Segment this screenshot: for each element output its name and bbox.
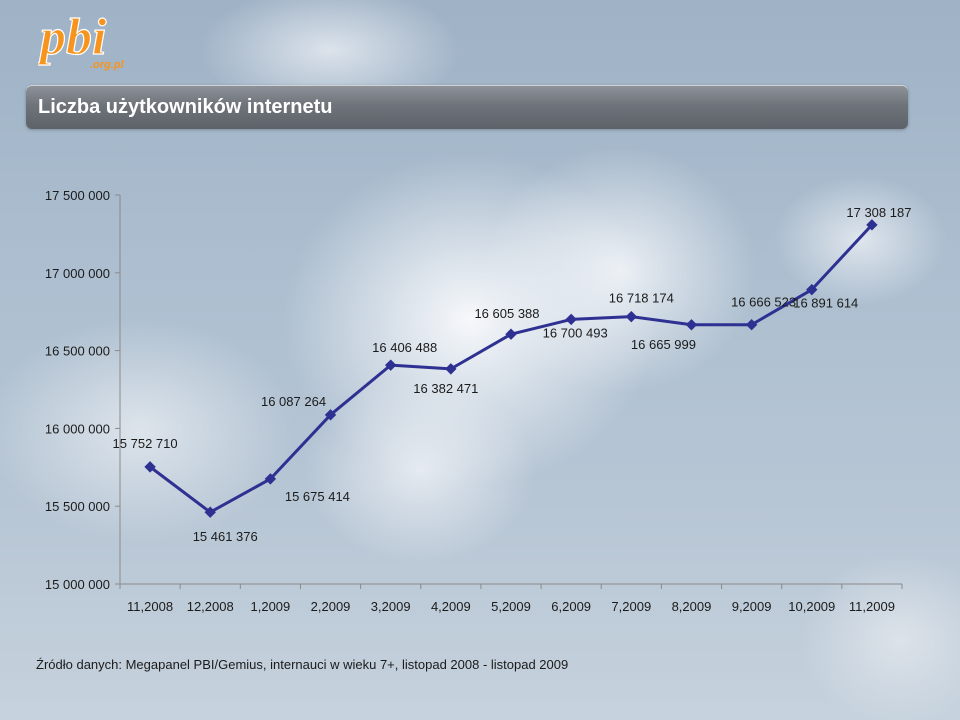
data-point	[685, 319, 698, 331]
data-point	[565, 313, 577, 326]
pbi-logo: pbi .org.pl	[38, 10, 125, 71]
data-label: 17 308 187	[846, 205, 911, 220]
data-label: 16 382 471	[413, 381, 478, 396]
x-tick-label: 3,2009	[371, 599, 411, 614]
data-label: 15 675 414	[285, 489, 350, 504]
source-note: Źródło danych: Megapanel PBI/Gemius, int…	[36, 657, 569, 672]
data-point	[866, 219, 878, 231]
data-label: 16 605 388	[474, 306, 539, 321]
y-tick-label: 15 000 000	[45, 577, 110, 592]
x-tick-label: 12,2008	[187, 599, 234, 614]
logo-subtext: .org.pl	[90, 59, 125, 71]
data-label: 16 666 523	[731, 295, 796, 310]
data-label: 15 752 710	[113, 436, 178, 451]
data-labels: 15 752 710 15 461 376 15 675 414 16 087 264…	[113, 205, 912, 544]
series-line	[149, 223, 874, 514]
data-label: 16 087 264	[261, 394, 326, 409]
x-tick-label: 11,2008	[127, 599, 173, 614]
data-point	[264, 473, 277, 485]
series-line-group	[149, 223, 874, 514]
data-label: 16 700 493	[543, 325, 608, 340]
x-axis: 11,2008 12,2008 1,2009 2,2009 3,2009 4,2009 5,…	[119, 583, 903, 614]
data-point	[324, 409, 337, 421]
title-bar: Liczba użytkowników internetu	[26, 85, 908, 129]
x-tick-label: 7,2009	[611, 599, 651, 614]
data-point	[384, 359, 397, 371]
data-point	[625, 310, 638, 323]
x-tick-label: 9,2009	[732, 599, 772, 614]
data-label: 15 461 376	[193, 529, 258, 544]
data-point	[505, 328, 517, 340]
data-label: 16 665 999	[631, 337, 696, 352]
y-tick-label: 15 500 000	[45, 499, 110, 514]
chart-title: Liczba użytkowników internetu	[38, 96, 333, 118]
data-label: 16 718 174	[609, 291, 674, 306]
data-point	[445, 363, 457, 375]
data-point	[204, 506, 216, 518]
data-points	[144, 219, 878, 518]
data-label: 16 891 614	[793, 296, 858, 311]
x-tick-label: 8,2009	[672, 599, 712, 614]
y-tick-label: 17 000 000	[45, 266, 110, 281]
x-tick-label: 11,2009	[849, 599, 895, 614]
y-tick-label: 16 000 000	[45, 421, 110, 436]
data-point	[144, 461, 156, 473]
data-label: 16 406 488	[372, 340, 437, 355]
x-tick-label: 6,2009	[551, 599, 591, 614]
logo-text: pbi	[38, 10, 107, 66]
x-tick-label: 1,2009	[251, 599, 291, 614]
y-tick-label: 16 500 000	[45, 344, 110, 359]
x-tick-label: 10,2009	[788, 599, 835, 614]
data-point	[745, 318, 758, 331]
x-tick-label: 4,2009	[431, 599, 471, 614]
data-point	[806, 283, 818, 296]
y-tick-label: 17 500 000	[45, 188, 110, 203]
x-tick-label: 5,2009	[491, 599, 531, 614]
y-axis: 15 000 000 15 500 000 16 000 000 16 500 000…	[45, 188, 121, 592]
x-tick-label: 2,2009	[311, 599, 351, 614]
